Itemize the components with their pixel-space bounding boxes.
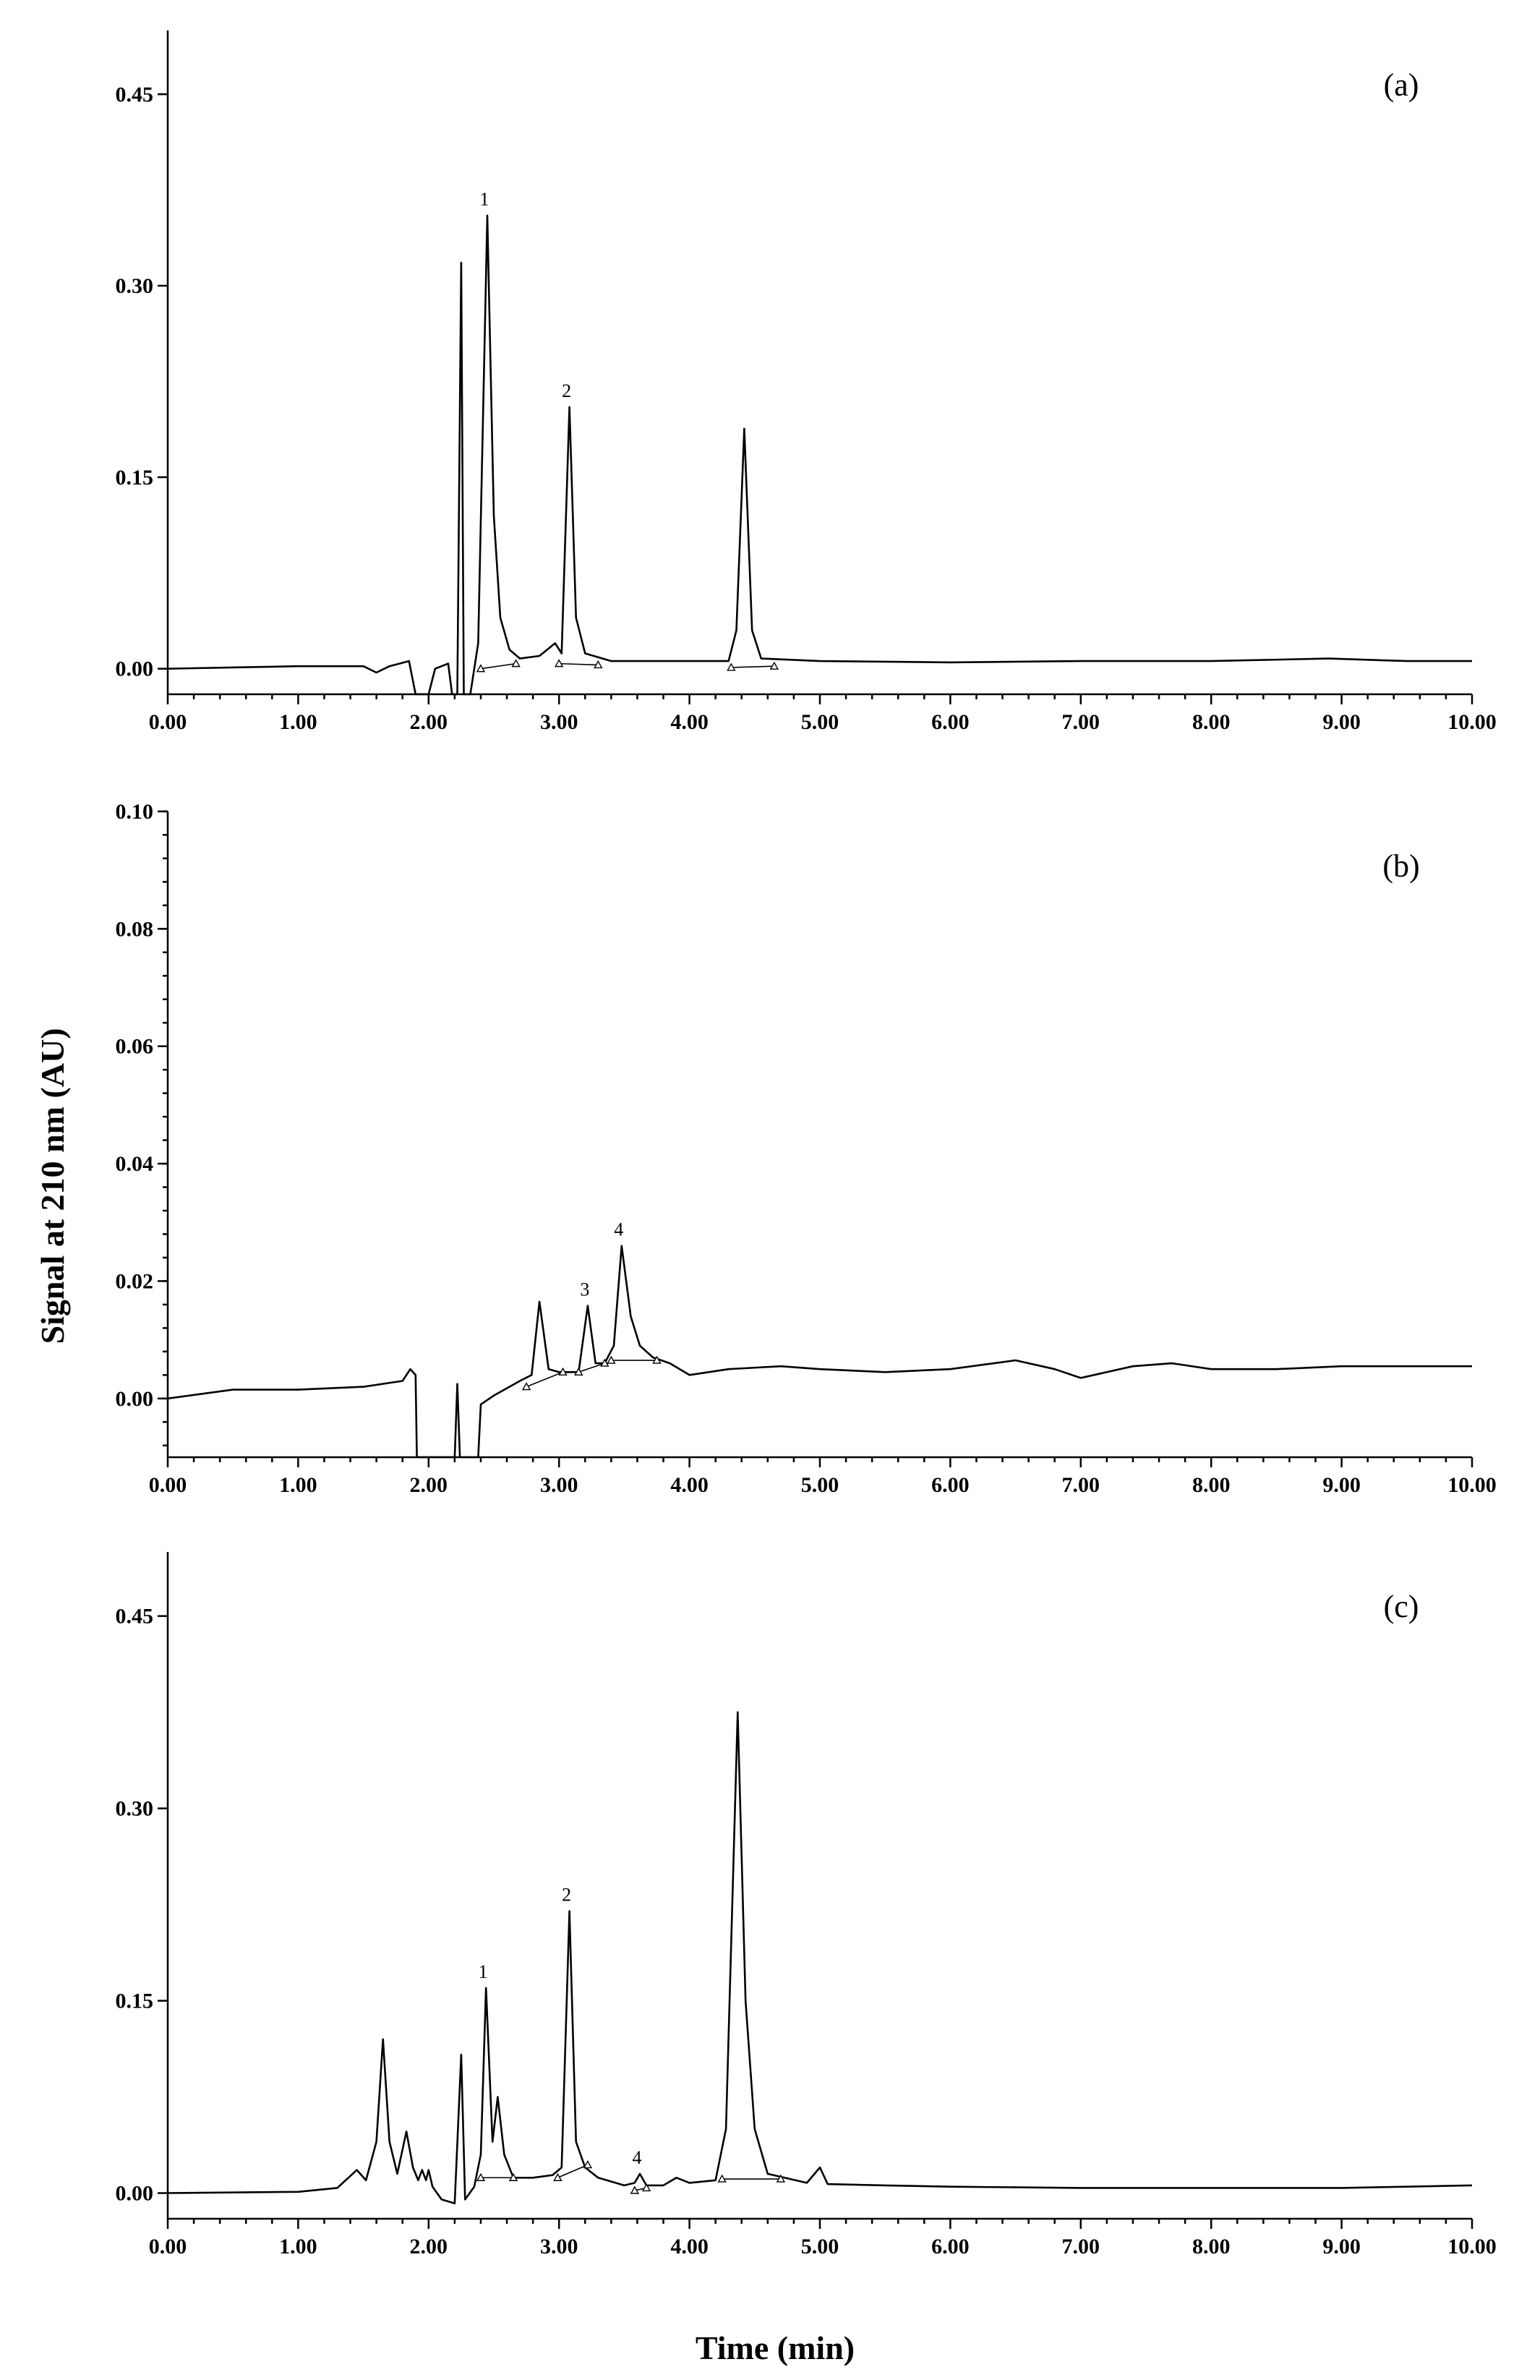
x-tick-label: 7.00 [1062, 1473, 1100, 1497]
x-tick-label: 1.00 [279, 2235, 317, 2259]
integration-marker [555, 659, 564, 667]
y-tick-label: 0.02 [116, 1269, 154, 1293]
integration-baseline [557, 2164, 589, 2178]
x-tick-label: 5.00 [801, 710, 839, 734]
x-tick-label: 1.00 [279, 1473, 317, 1497]
x-tick-label: 1.00 [279, 710, 317, 734]
integration-marker [594, 660, 603, 669]
chart-panel-2: 0.00 1.00 2.00 3.00 4.00 5.00 6.00 7.00 8.00 9.00… [116, 800, 1497, 1497]
y-tick-label: 0.30 [116, 274, 154, 298]
chromatogram-trace [167, 1711, 1473, 2204]
integration-marker [727, 662, 736, 671]
y-tick-label: 0.06 [116, 1035, 154, 1059]
integration-marker [717, 2174, 727, 2183]
y-tick-label: 0.04 [116, 1152, 154, 1176]
x-tick-label: 10.00 [1447, 1473, 1497, 1497]
chart-panel-1: 0.00 1.00 2.00 3.00 4.00 5.00 6.00 7.00 8.00 9.00… [116, 30, 1497, 734]
x-tick-label: 2.00 [410, 1473, 448, 1497]
y-tick-label: 0.15 [116, 1989, 154, 2013]
integration-marker [574, 1367, 583, 1375]
y-axis-title: Signal at 210 nm (AU) [34, 1028, 71, 1344]
integration-marker [652, 1355, 662, 1364]
integration-marker [776, 2174, 786, 2183]
x-tick-label: 6.00 [931, 710, 970, 734]
x-tick-label: 0.00 [149, 710, 187, 734]
panel-label: (c) [1384, 1589, 1419, 1624]
integration-marker [558, 1367, 568, 1375]
integration-marker [553, 2172, 562, 2181]
x-tick-label: 6.00 [931, 1473, 970, 1497]
x-tick-label: 8.00 [1192, 710, 1231, 734]
x-tick-label: 2.00 [410, 710, 448, 734]
peak-label: 4 [633, 2147, 642, 2168]
x-tick-label: 0.00 [149, 1473, 187, 1497]
x-axis-title: Time (min) [696, 2329, 855, 2366]
peak-label: 2 [562, 1884, 571, 1905]
integration-marker [630, 2185, 640, 2194]
integration-marker [769, 661, 779, 670]
integration-marker [583, 2160, 593, 2169]
x-tick-label: 7.00 [1062, 2235, 1100, 2259]
integration-marker [521, 1382, 531, 1391]
integration-baseline [526, 1371, 563, 1388]
chromatogram-trace [167, 214, 1472, 696]
integration-baseline [731, 665, 774, 668]
x-tick-label: 3.00 [540, 1473, 578, 1497]
x-tick-label: 5.00 [801, 2235, 839, 2259]
x-tick-label: 4.00 [670, 1473, 709, 1497]
integration-baseline [559, 662, 599, 666]
x-tick-label: 2.00 [410, 2235, 448, 2259]
y-tick-label: 0.45 [116, 82, 154, 106]
peak-label: 1 [479, 189, 489, 210]
x-tick-label: 7.00 [1062, 710, 1100, 734]
integration-marker [508, 2172, 518, 2181]
x-tick-label: 4.00 [670, 2235, 709, 2259]
y-tick-label: 0.00 [116, 1387, 154, 1411]
chart-panel-3: 0.00 1.00 2.00 3.00 4.00 5.00 6.00 7.00 8.00 9.00… [116, 1552, 1497, 2259]
y-tick-label: 0.15 [116, 466, 154, 490]
peak-label: 4 [614, 1219, 623, 1240]
x-tick-label: 9.00 [1322, 2235, 1361, 2259]
x-tick-label: 8.00 [1192, 1473, 1231, 1497]
x-tick-label: 9.00 [1322, 710, 1361, 734]
x-tick-label: 5.00 [801, 1473, 839, 1497]
panel-label: (a) [1384, 67, 1419, 103]
integration-baseline [578, 1362, 605, 1373]
integration-marker [600, 1358, 609, 1367]
y-tick-label: 0.08 [116, 917, 154, 941]
peak-label: 1 [479, 1961, 488, 1982]
integration-baseline [480, 662, 516, 670]
integration-marker [641, 2183, 651, 2192]
x-tick-label: 3.00 [540, 2235, 578, 2259]
integration-marker [511, 659, 521, 667]
y-tick-label: 0.10 [116, 800, 154, 824]
panel-label: (b) [1382, 848, 1419, 884]
integration-marker [476, 2172, 486, 2181]
integration-marker [607, 1355, 616, 1364]
integration-marker [476, 664, 486, 673]
chromatogram-trace [167, 1245, 1472, 1459]
y-tick-label: 0.00 [116, 657, 154, 681]
x-tick-label: 4.00 [670, 710, 709, 734]
x-tick-label: 10.00 [1447, 710, 1497, 734]
x-tick-label: 6.00 [931, 2235, 970, 2259]
peak-label: 3 [580, 1279, 589, 1300]
y-tick-label: 0.30 [116, 1797, 154, 1821]
x-tick-label: 0.00 [149, 2235, 187, 2259]
peak-label: 2 [562, 380, 571, 401]
x-tick-label: 8.00 [1192, 2235, 1231, 2259]
x-tick-label: 3.00 [540, 710, 578, 734]
x-tick-label: 9.00 [1322, 1473, 1361, 1497]
y-tick-label: 0.45 [116, 1605, 154, 1629]
y-tick-label: 0.00 [116, 2182, 154, 2206]
x-tick-label: 10.00 [1447, 2235, 1497, 2259]
